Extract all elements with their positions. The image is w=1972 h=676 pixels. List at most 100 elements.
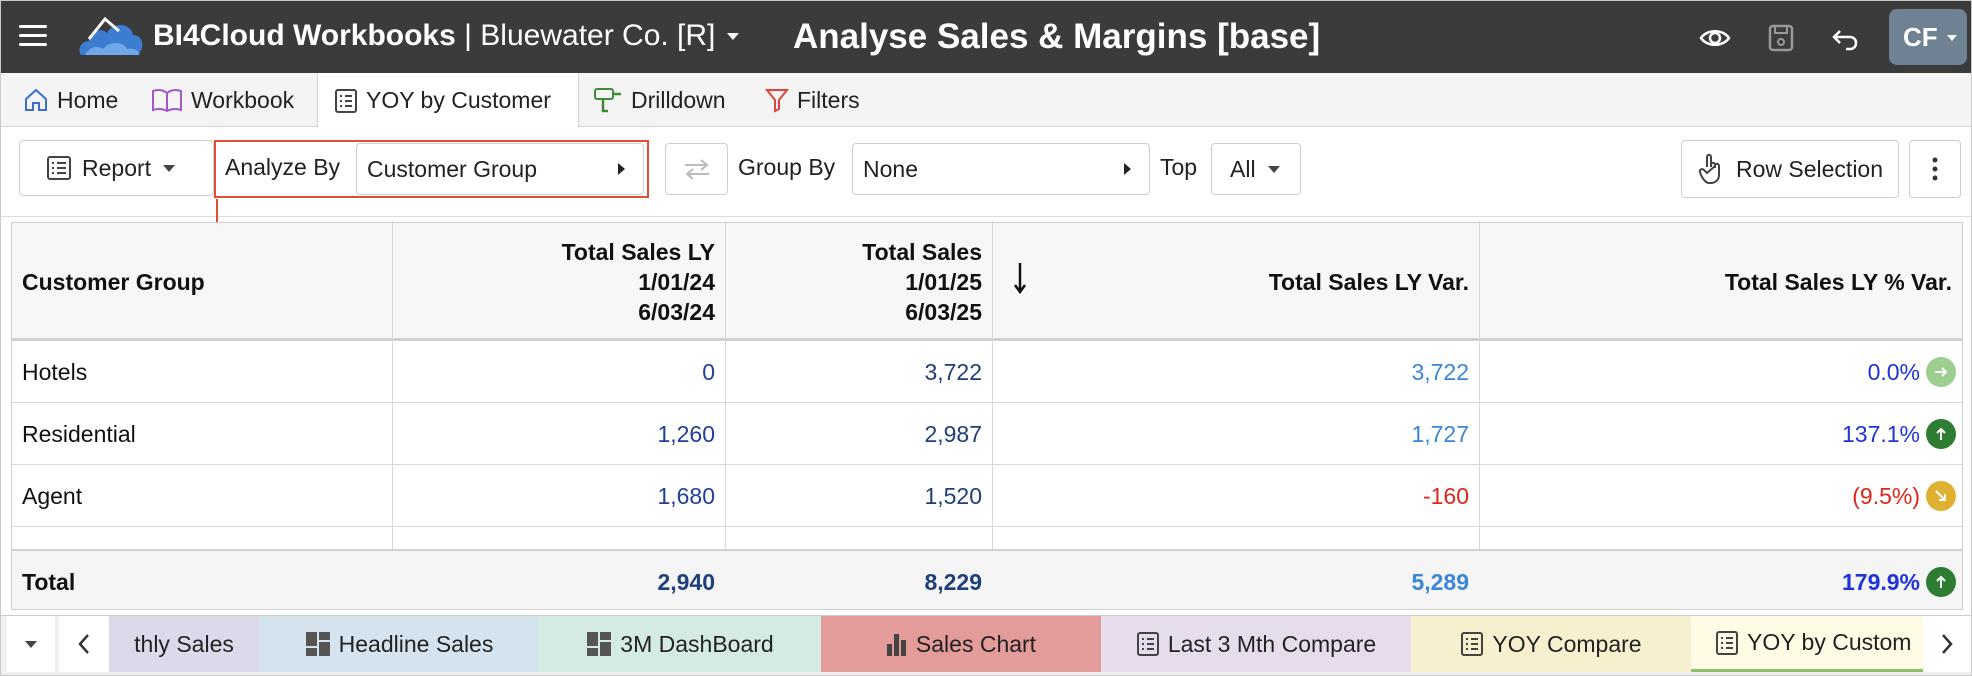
tab-filters[interactable]: Filters (765, 73, 885, 127)
pct-value: 137.1% (1841, 420, 1920, 447)
app-header: BI4Cloud Workbooks | Bluewater Co. [R] A… (1, 1, 1971, 73)
cell-group: Residential (22, 420, 136, 447)
trend-up-icon (1926, 419, 1956, 449)
sheet-tab-3m-dashboard[interactable]: 3M DashBoard (539, 616, 821, 672)
analyze-by-select[interactable]: Customer Group (356, 143, 644, 195)
sheet-tab-yoy-compare[interactable]: YOY Compare (1411, 616, 1691, 672)
table-row[interactable]: Hotels 0 3,722 3,722 0.0% (12, 341, 1962, 403)
top-label: Top (1160, 154, 1198, 180)
sheet-tab-sales-chart[interactable]: Sales Chart (821, 616, 1101, 672)
cloud-logo-icon (79, 16, 143, 55)
sheet-tab-last-3-mth-compare[interactable]: Last 3 Mth Compare (1101, 616, 1411, 672)
sheet-scroll-left-button[interactable] (59, 616, 109, 672)
save-icon[interactable] (1764, 21, 1798, 55)
table-row[interactable]: Residential 1,260 2,987 1,727 137.1% (12, 403, 1962, 465)
group-by-value: None (863, 155, 918, 182)
trend-down-icon (1926, 481, 1956, 511)
cell-sales-var[interactable]: -160 (1422, 482, 1469, 509)
app-name: BI4Cloud Workbooks (153, 19, 456, 52)
header-total-sales[interactable]: Total Sales 1/01/25 6/03/25 (726, 223, 982, 341)
total-pct-var: 179.9% (1480, 551, 1956, 609)
cell-total-sales[interactable]: 3,722 (924, 358, 982, 385)
column-divider (12, 223, 393, 609)
analyze-by-label: Analyze By (225, 154, 341, 180)
header-line: 1/01/24 (638, 269, 715, 295)
more-options-button[interactable] (1909, 140, 1961, 198)
nav-tabs: Home Workbook YOY by Customer Drilldown (1, 73, 1971, 128)
chevron-down-icon (1267, 165, 1280, 173)
company-dropdown-icon[interactable] (727, 33, 739, 40)
tab-home[interactable]: Home (23, 73, 133, 127)
home-icon (25, 88, 47, 111)
group-by-select[interactable]: None (852, 143, 1150, 195)
sheet-tab-headline-sales[interactable]: Headline Sales (259, 616, 539, 672)
header-line: Total Sales (862, 239, 982, 265)
column-divider (726, 223, 993, 609)
sheet-tab-label: Sales Chart (915, 630, 1037, 657)
cell-sales-ly[interactable]: 0 (702, 358, 715, 385)
sort-descending-icon[interactable] (1012, 261, 1028, 295)
kebab-menu-icon (1932, 157, 1938, 181)
top-value: All (1230, 155, 1256, 182)
sheet-tab-monthly-sales[interactable]: thly Sales (109, 616, 259, 672)
top-select[interactable]: All (1211, 143, 1301, 195)
cell-sales-ly[interactable]: 1,260 (657, 420, 715, 447)
total-sales-var: 5,289 (1411, 568, 1469, 595)
cell-sales-var[interactable]: 1,727 (1411, 420, 1469, 447)
header-customer-group[interactable]: Customer Group (22, 269, 205, 295)
header-total-sales-ly[interactable]: Total Sales LY 1/01/24 6/03/24 (393, 223, 715, 341)
cell-sales-ly[interactable]: 1,680 (657, 482, 715, 509)
sheet-tab-yoy-by-customer[interactable]: YOY by Custom (1691, 616, 1923, 672)
report-icon (1716, 630, 1738, 655)
cell-total-sales[interactable]: 1,520 (924, 482, 982, 509)
cell-total-sales[interactable]: 2,987 (924, 420, 982, 447)
sheet-menu-button[interactable] (7, 616, 55, 672)
header-line: 6/03/25 (905, 299, 982, 325)
cell-group: Agent (22, 482, 83, 509)
cell-pct-var[interactable]: (9.5%) (1480, 465, 1956, 527)
tab-workbook[interactable]: Workbook (151, 73, 311, 127)
title-separator: | (464, 19, 472, 52)
company-name[interactable]: Bluewater Co. [R] (480, 19, 716, 52)
report-icon (47, 156, 71, 180)
chevron-left-icon (78, 634, 89, 654)
sheet-tab-label: Last 3 Mth Compare (1167, 630, 1377, 657)
avatar-dropdown-icon (1947, 35, 1957, 41)
report-dropdown[interactable]: Report (19, 140, 214, 196)
swap-button[interactable] (665, 143, 728, 195)
user-avatar[interactable]: CF (1889, 9, 1967, 65)
app-title: BI4Cloud Workbooks | Bluewater Co. [R] (153, 19, 715, 53)
chevron-down-icon (25, 640, 37, 648)
row-selection-label: Row Selection (1736, 155, 1884, 182)
tab-yoy-by-customer[interactable]: YOY by Customer (317, 73, 579, 128)
cell-sales-var[interactable]: 3,722 (1411, 358, 1469, 385)
cell-pct-var[interactable]: 137.1% (1480, 403, 1956, 465)
eye-icon[interactable] (1698, 21, 1732, 55)
avatar-initials: CF (1903, 21, 1938, 52)
header-line: 1/01/25 (905, 269, 982, 295)
total-sales-ly: 2,940 (657, 568, 715, 595)
page-title: Analyse Sales & Margins [base] (793, 17, 1321, 56)
tab-label: YOY by Customer (366, 87, 551, 113)
report-icon (335, 88, 357, 113)
menu-icon[interactable] (19, 25, 47, 49)
tab-label: Home (57, 86, 119, 113)
total-sales: 8,229 (924, 568, 982, 595)
table-total-row: Total 2,940 8,229 5,289 179.9% (12, 549, 1962, 609)
header-total-sales-ly-pct-var[interactable]: Total Sales LY % Var. (1724, 269, 1952, 295)
tab-drilldown[interactable]: Drilldown (593, 73, 743, 127)
header-total-sales-ly-var[interactable]: Total Sales LY Var. (1268, 269, 1469, 295)
table-row[interactable]: Agent 1,680 1,520 -160 (9.5%) (12, 465, 1962, 527)
analyze-by-value: Customer Group (367, 155, 538, 182)
row-selection-button[interactable]: Row Selection (1681, 140, 1899, 198)
cell-pct-var[interactable]: 0.0% (1480, 341, 1956, 403)
chevron-right-icon (618, 163, 625, 175)
sheet-scroll-right-button[interactable] (1923, 616, 1971, 672)
pointer-hand-icon (1698, 153, 1720, 184)
undo-icon[interactable] (1830, 21, 1864, 55)
trend-flat-icon (1926, 357, 1956, 387)
pct-value: 179.9% (1841, 568, 1920, 595)
sheet-tabs-bar: thly Sales Headline Sales 3M DashBoard S… (1, 615, 1971, 675)
chevron-right-icon (1942, 634, 1953, 654)
